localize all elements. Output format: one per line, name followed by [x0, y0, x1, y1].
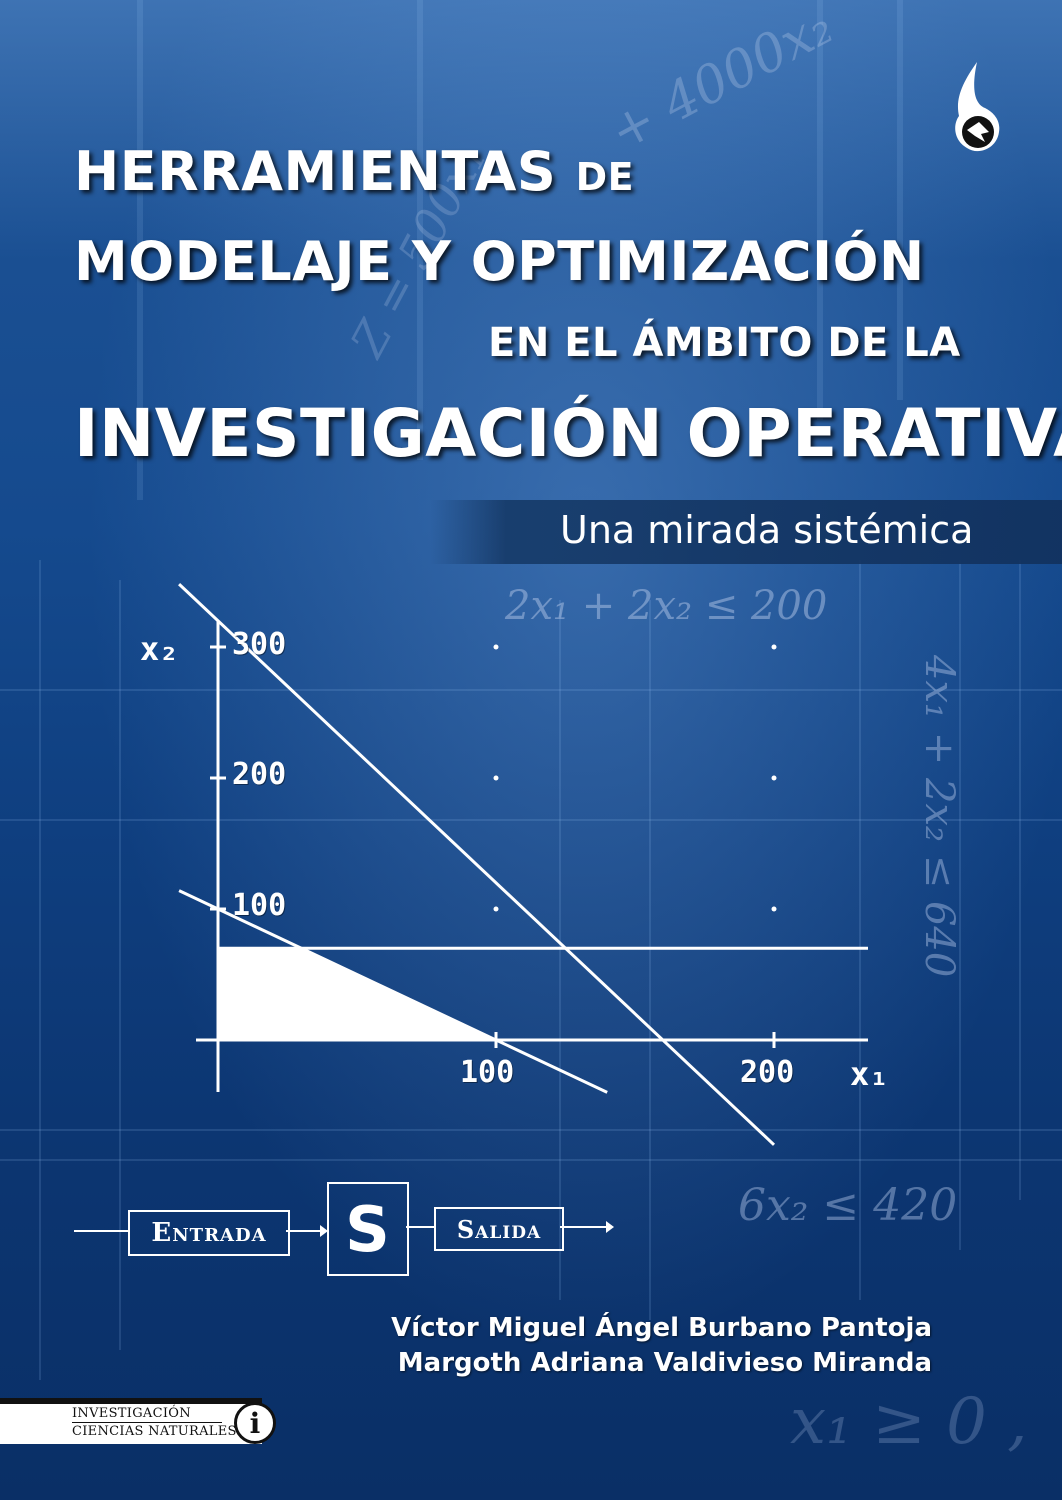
author-2: Margoth Adriana Valdivieso Miranda	[397, 1348, 932, 1378]
grid-dot	[771, 644, 777, 650]
subtitle: Una mirada sistémica	[560, 508, 974, 552]
constraint-line	[178, 583, 776, 1146]
grid-dot	[493, 644, 499, 650]
series-strip-bar	[0, 1398, 262, 1404]
grid-dot	[771, 775, 777, 781]
grid-dot	[493, 775, 499, 781]
grid-dot	[771, 906, 777, 912]
nonnegativity-formula: x₁ ≥ 0 ,	[790, 1385, 1028, 1459]
flow-input-box: Entrada	[128, 1210, 290, 1256]
series-divider	[72, 1422, 222, 1423]
title-word-de: DE	[575, 155, 635, 199]
title-line-2: MODELAJE Y OPTIMIZACIÓN	[74, 230, 925, 293]
publisher-logo-icon	[955, 62, 1000, 152]
title-line-4: INVESTIGACIÓN OPERATIVA	[74, 395, 1062, 472]
flow-output-box: Salida	[434, 1207, 564, 1251]
title-line-1: HERRAMIENTAS DE	[74, 140, 634, 203]
author-1: Víctor Miguel Ángel Burbano Pantoja	[391, 1313, 932, 1343]
x-tick-label: 100	[460, 1055, 515, 1090]
y-axis-label: x₂	[140, 630, 179, 668]
grid-dot	[493, 906, 499, 912]
constraint-formula-3: 6x₂ ≤ 420	[738, 1180, 958, 1231]
info-icon: i	[234, 1402, 276, 1444]
subtitle-bar	[430, 500, 1062, 564]
x-axis-label: x₁	[850, 1055, 889, 1093]
series-name-line-2: CIENCIAS NATURALES	[72, 1424, 237, 1439]
series-strip: INVESTIGACIÓN CIENCIAS NATURALES	[0, 1398, 262, 1444]
x-tick-label: 200	[740, 1055, 795, 1090]
flow-system-box: S	[327, 1182, 409, 1276]
title-word-herramientas: HERRAMIENTAS	[74, 140, 557, 203]
constraint-line	[178, 889, 608, 1094]
y-tick-label: 300	[232, 627, 287, 662]
series-name-line-1: INVESTIGACIÓN	[72, 1406, 191, 1421]
feasible-region	[218, 948, 496, 1040]
y-tick-label: 200	[232, 757, 287, 792]
y-tick-label: 100	[232, 888, 287, 923]
constraint-formula-1: 2x₁ + 2x₂ ≤ 200	[505, 583, 828, 629]
title-line-3: EN EL ÁMBITO DE LA	[488, 320, 961, 366]
